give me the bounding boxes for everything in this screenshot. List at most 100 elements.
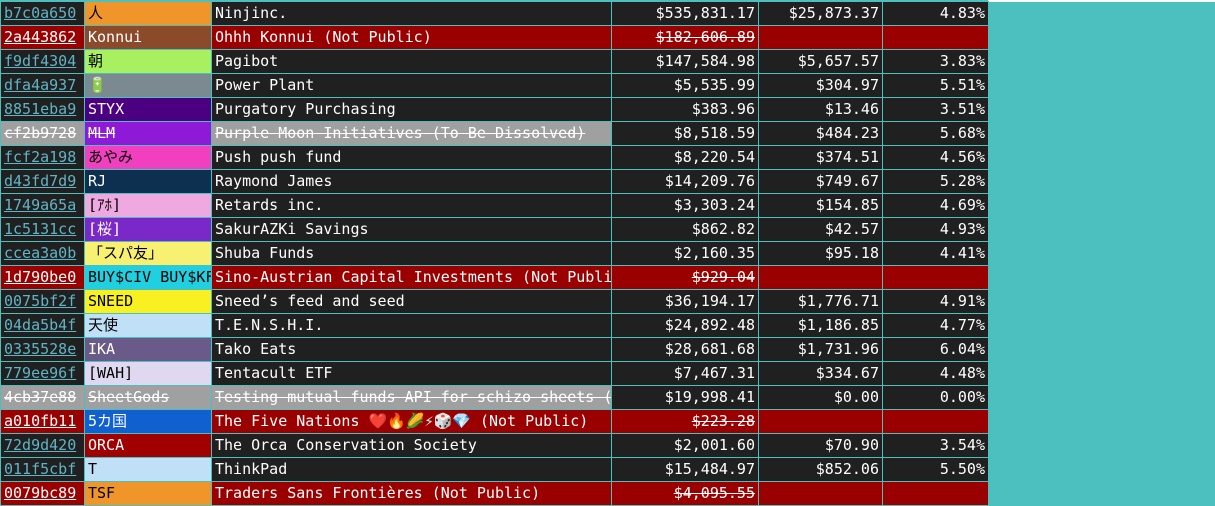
fund-yield: 4.41% [882, 241, 989, 266]
fund-dividend: $95.18 [758, 241, 883, 266]
fund-value: $19,998.41 [611, 385, 759, 410]
fund-id[interactable]: 011f5cbf [0, 457, 85, 482]
fund-yield: 5.68% [882, 121, 989, 146]
fund-dividend: $334.67 [758, 361, 883, 386]
fund-dividend: $484.23 [758, 121, 883, 146]
fund-tag: IKA [84, 337, 212, 362]
fund-tag: 「スパ友」 [84, 241, 212, 266]
fund-dividend: $25,873.37 [758, 1, 883, 26]
fund-id[interactable]: fcf2a198 [0, 145, 85, 170]
fund-id[interactable]: 4cb37e88 [0, 385, 85, 410]
fund-name: Push push fund [211, 145, 612, 170]
fund-id[interactable]: 0335528e [0, 337, 85, 362]
fund-tag: [桜] [84, 217, 212, 242]
fund-yield: 5.51% [882, 73, 989, 98]
fund-value: $24,892.48 [611, 313, 759, 338]
fund-value: $182,606.89 [611, 25, 759, 50]
fund-tag: BUY$CIV BUY$KFI [84, 265, 212, 290]
fund-tag: 5カ国 [84, 409, 212, 434]
fund-name: Sneed’s feed and seed [211, 289, 612, 314]
fund-yield: 4.77% [882, 313, 989, 338]
fund-row: f9df4304 朝 Pagibot $147,584.98 $5,657.57 3.83… [0, 49, 989, 74]
fund-yield: 4.48% [882, 361, 989, 386]
fund-tag: ORCA [84, 433, 212, 458]
fund-row: 2a443862 Konnui Ohhh Konnui (Not Public) $1… [0, 25, 989, 50]
fund-value: $3,303.24 [611, 193, 759, 218]
fund-tag: TSF [84, 481, 212, 506]
fund-tag: RJ [84, 169, 212, 194]
fund-row: 1c5131cc [桜] SakurAZKi Savings $862.82 $42.5… [0, 217, 989, 242]
fund-tag: Konnui [84, 25, 212, 50]
fund-value: $28,681.68 [611, 337, 759, 362]
fund-id[interactable]: d43fd7d9 [0, 169, 85, 194]
fund-name: ThinkPad [211, 457, 612, 482]
fund-dividend: $749.67 [758, 169, 883, 194]
fund-id[interactable]: f9df4304 [0, 49, 85, 74]
fund-tag: SheetGods [84, 385, 212, 410]
fund-dividend [758, 481, 883, 506]
fund-id[interactable]: cf2b9728 [0, 121, 85, 146]
fund-value: $5,535.99 [611, 73, 759, 98]
fund-row: 1749a65a [ｱﾎ] Retards inc. $3,303.24 $154.85… [0, 193, 989, 218]
fund-dividend: $374.51 [758, 145, 883, 170]
fund-row: 0335528e IKA Tako Eats $28,681.68 $1,731.96 6… [0, 337, 989, 362]
fund-id[interactable]: 0075bf2f [0, 289, 85, 314]
fund-id[interactable]: 8851eba9 [0, 97, 85, 122]
fund-yield: 5.28% [882, 169, 989, 194]
fund-id[interactable]: 1749a65a [0, 193, 85, 218]
fund-tag: [WAH] [84, 361, 212, 386]
fund-tag: MLM [84, 121, 212, 146]
fund-id[interactable]: 1c5131cc [0, 217, 85, 242]
fund-id[interactable]: 04da5b4f [0, 313, 85, 338]
fund-tag: あやみ [84, 145, 212, 170]
fund-value: $8,518.59 [611, 121, 759, 146]
fund-yield: 0.00% [882, 385, 989, 410]
fund-tag: 天使 [84, 313, 212, 338]
fund-tag: T [84, 457, 212, 482]
fund-name: SakurAZKi Savings [211, 217, 612, 242]
fund-id[interactable]: 2a443862 [0, 25, 85, 50]
fund-id[interactable]: b7c0a650 [0, 1, 85, 26]
fund-name: Retards inc. [211, 193, 612, 218]
fund-name: Ohhh Konnui (Not Public) [211, 25, 612, 50]
fund-tag: 人 [84, 1, 212, 26]
fund-yield: 3.83% [882, 49, 989, 74]
fund-name: Traders Sans Frontières (Not Public) [211, 481, 612, 506]
fund-dividend: $5,657.57 [758, 49, 883, 74]
fund-id[interactable]: 779ee96f [0, 361, 85, 386]
fund-tag: SNEED [84, 289, 212, 314]
fund-dividend: $1,776.71 [758, 289, 883, 314]
fund-value: $2,001.60 [611, 433, 759, 458]
fund-name: The Five Nations ❤️🔥🌽⚡🎲💎 (Not Public) [211, 409, 612, 434]
fund-row: 8851eba9 STYX Purgatory Purchasing $383.96 $… [0, 97, 989, 122]
fund-name: Testing mutual funds API for schizo shee… [211, 385, 612, 410]
fund-dividend [758, 25, 883, 50]
fund-yield: 4.91% [882, 289, 989, 314]
fund-yield: 3.51% [882, 97, 989, 122]
fund-yield: 4.93% [882, 217, 989, 242]
fund-name: Raymond James [211, 169, 612, 194]
fund-id[interactable]: dfa4a937 [0, 73, 85, 98]
fund-yield: 3.54% [882, 433, 989, 458]
fund-id[interactable]: ccea3a0b [0, 241, 85, 266]
fund-id[interactable]: 72d9d420 [0, 433, 85, 458]
fund-value: $147,584.98 [611, 49, 759, 74]
fund-row: a010fb11 5カ国 The Five Nations ❤️🔥🌽⚡🎲💎 (Not… [0, 409, 989, 434]
fund-dividend [758, 409, 883, 434]
funds-table: b7c0a650 人 Ninjinc. $535,831.17 $25,873.37 4.… [0, 1, 989, 506]
fund-id[interactable]: 0079bc89 [0, 481, 85, 506]
fund-row: 4cb37e88 SheetGods Testing mutual funds AP… [0, 385, 989, 410]
fund-row: 1d790be0 BUY$CIV BUY$KFI Sino-Austrian Cap… [0, 265, 989, 290]
fund-tag: [ｱﾎ] [84, 193, 212, 218]
fund-id[interactable]: 1d790be0 [0, 265, 85, 290]
fund-dividend: $154.85 [758, 193, 883, 218]
fund-value: $8,220.54 [611, 145, 759, 170]
fund-row: fcf2a198 あやみ Push push fund $8,220.54 $374.5… [0, 145, 989, 170]
fund-dividend: $304.97 [758, 73, 883, 98]
fund-value: $7,467.31 [611, 361, 759, 386]
fund-id[interactable]: a010fb11 [0, 409, 85, 434]
fund-row: 011f5cbf T ThinkPad $15,484.97 $852.06 5.50% [0, 457, 989, 482]
fund-name: Tentacult ETF [211, 361, 612, 386]
fund-row: 72d9d420 ORCA The Orca Conservation Societ… [0, 433, 989, 458]
